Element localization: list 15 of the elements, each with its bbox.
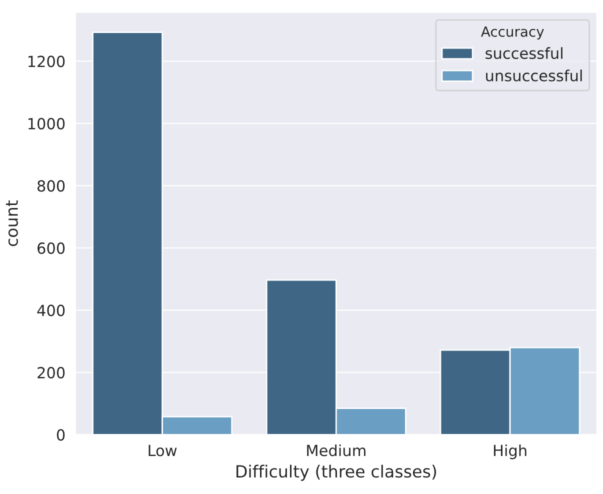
y-axis-title: count [6,200,18,246]
legend-title: Accuracy [481,26,544,40]
x-tick-label: Low [148,444,177,456]
y-tick-label: 800 [38,180,65,192]
y-tick-label: 400 [37,304,65,316]
x-axis-title: Difficulty (three classes) [236,464,436,481]
y-tick-label: 200 [38,366,65,378]
y-tick-label: 600 [38,242,65,254]
x-tick-label: Medium [307,444,366,456]
y-tick-label: 1200 [28,56,65,68]
y-tick-label: 0 [56,429,65,441]
legend-label: unsuccessful [486,70,582,82]
y-tick-label: 1000 [28,118,65,130]
legend-label: successful [486,47,562,60]
x-tick-label: High [494,444,526,460]
